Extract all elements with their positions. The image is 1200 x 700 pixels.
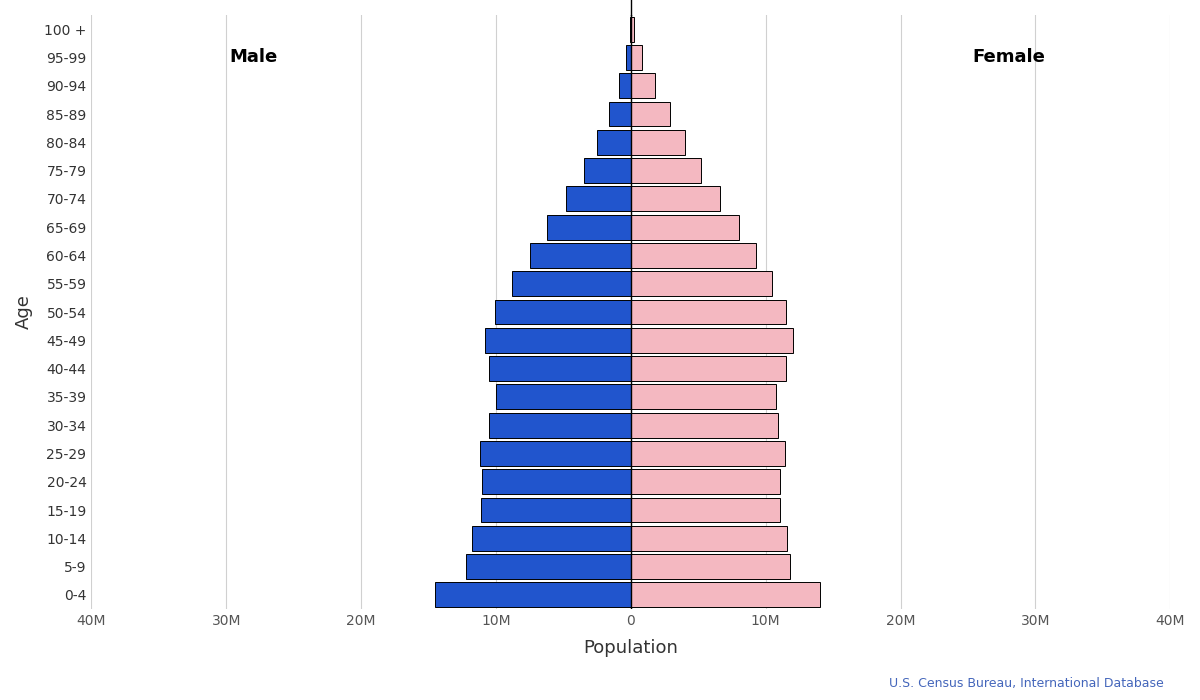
Text: Female: Female	[972, 48, 1045, 66]
Bar	[529, 243, 631, 268]
Bar	[631, 441, 785, 466]
Bar	[631, 498, 780, 522]
Bar	[631, 582, 820, 608]
Bar	[631, 158, 701, 183]
Bar	[547, 215, 631, 239]
Bar	[631, 356, 786, 381]
Text: U.S. Census Bureau, International Database: U.S. Census Bureau, International Databa…	[889, 676, 1164, 690]
Bar	[467, 554, 631, 579]
Bar	[490, 413, 631, 438]
Bar	[631, 272, 773, 296]
Bar	[490, 356, 631, 381]
Bar	[494, 300, 631, 325]
Text: Male: Male	[229, 48, 277, 66]
X-axis label: Population: Population	[583, 639, 678, 657]
Y-axis label: Age: Age	[14, 295, 32, 330]
Bar	[610, 102, 631, 127]
Bar	[512, 272, 631, 296]
Bar	[481, 498, 631, 522]
Bar	[631, 102, 670, 127]
Bar	[631, 526, 787, 551]
Bar	[631, 74, 655, 98]
Bar	[631, 469, 780, 494]
Bar	[631, 554, 790, 579]
Bar	[480, 441, 631, 466]
Bar	[619, 74, 631, 98]
Bar	[631, 243, 756, 268]
Bar	[485, 328, 631, 353]
Bar	[482, 469, 631, 494]
Bar	[631, 413, 778, 438]
Bar	[631, 186, 720, 211]
Bar	[496, 384, 631, 409]
Bar	[598, 130, 631, 155]
Bar	[630, 17, 631, 41]
Bar	[631, 384, 776, 409]
Bar	[631, 300, 786, 325]
Bar	[583, 158, 631, 183]
Bar	[631, 17, 634, 41]
Bar	[436, 582, 631, 608]
Bar	[631, 328, 793, 353]
Bar	[472, 526, 631, 551]
Bar	[631, 130, 685, 155]
Bar	[631, 45, 642, 70]
Bar	[631, 215, 739, 239]
Bar	[626, 45, 631, 70]
Bar	[566, 186, 631, 211]
